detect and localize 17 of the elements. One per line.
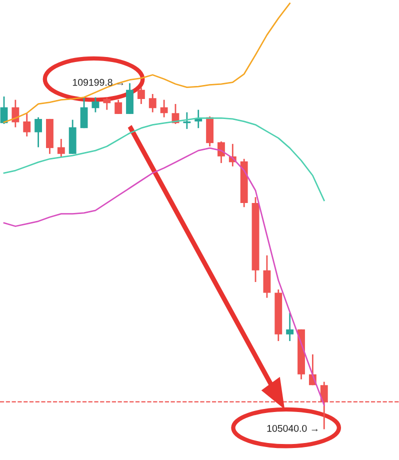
candlestick <box>92 96 100 113</box>
candlestick <box>57 138 65 158</box>
annotation: 105040.0 → <box>267 424 318 432</box>
candlestick <box>263 254 271 298</box>
candlestick <box>160 99 168 118</box>
candlestick <box>80 96 88 129</box>
candlestick <box>137 86 145 105</box>
annotation: 109199.8 → <box>72 78 124 86</box>
candlestick <box>23 112 31 138</box>
candlestick <box>183 112 191 130</box>
candlestick <box>114 99 122 115</box>
candlestick <box>12 99 20 128</box>
candlestick <box>103 96 111 110</box>
candlestick <box>148 93 156 113</box>
candlestick <box>34 116 42 148</box>
candlestick <box>218 140 225 164</box>
candlestick <box>286 312 294 342</box>
